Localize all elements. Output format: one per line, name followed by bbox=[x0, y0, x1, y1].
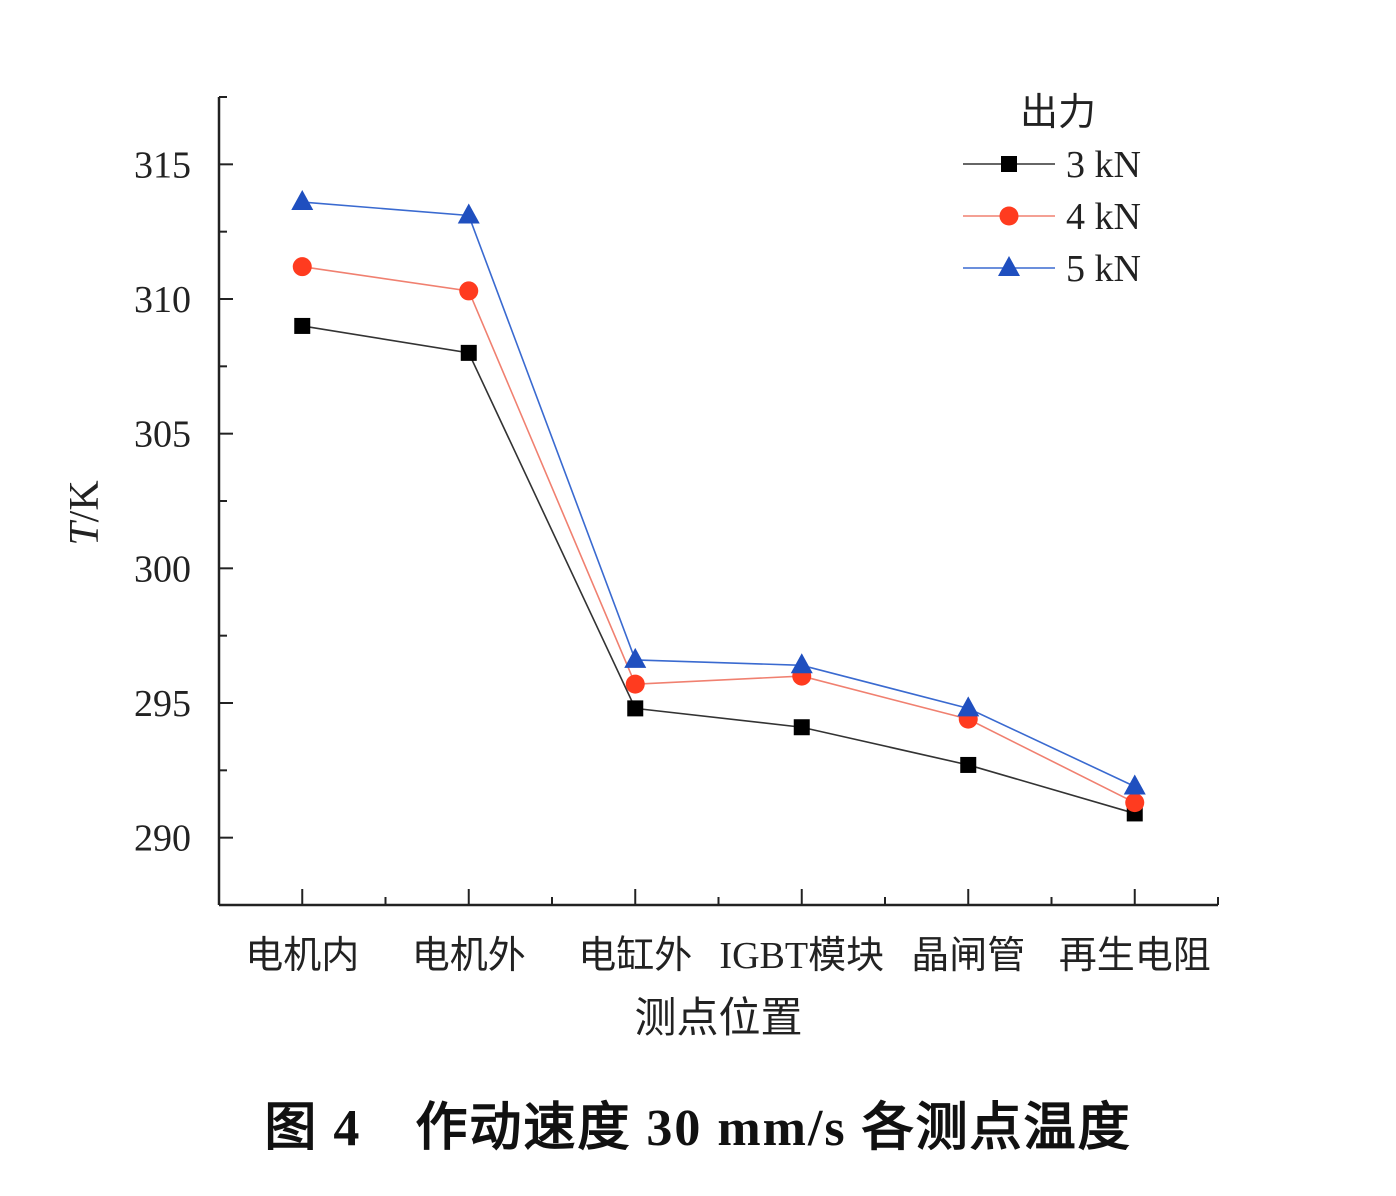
data-point bbox=[627, 700, 644, 717]
figure-caption: 图 4 作动速度 30 mm/s 各测点温度 bbox=[264, 1100, 1132, 1157]
legend-label: 4 kN bbox=[1066, 196, 1141, 238]
legend-marker bbox=[998, 256, 1020, 276]
x-axis-label: 测点位置 bbox=[634, 995, 802, 1042]
y-tick-label: 310 bbox=[134, 279, 191, 321]
data-point bbox=[459, 281, 479, 301]
series-line bbox=[302, 201, 1136, 788]
data-point bbox=[960, 756, 977, 773]
line-chart: 290 295 300 305 310 315 电机内 电机外 电缸外 IGBT模块 晶闸管 再生电阻… bbox=[62, 92, 1219, 1042]
data-point bbox=[624, 647, 647, 668]
data-point bbox=[790, 653, 813, 674]
data-point bbox=[460, 344, 477, 361]
series-line bbox=[302, 325, 1135, 815]
y-tick-label: 290 bbox=[134, 818, 191, 860]
legend-title: 出力 bbox=[1020, 92, 1096, 134]
x-tick-label: 再生电阻 bbox=[1059, 935, 1211, 977]
y-axis-label: T/K bbox=[62, 480, 108, 545]
x-tick-label: 电机内 bbox=[245, 935, 359, 977]
series-4kN bbox=[292, 257, 1145, 813]
legend-label: 3 kN bbox=[1066, 144, 1141, 186]
series-5kN bbox=[291, 190, 1146, 795]
y-tick-label: 305 bbox=[134, 414, 191, 456]
x-tick-label: 电缸外 bbox=[578, 935, 692, 977]
legend-marker bbox=[1001, 156, 1017, 172]
data-point bbox=[294, 317, 311, 334]
data-point bbox=[1125, 793, 1145, 813]
x-tick-label: 晶闸管 bbox=[911, 935, 1025, 977]
y-tick-label: 295 bbox=[134, 683, 191, 725]
y-tick-label: 315 bbox=[134, 144, 191, 186]
data-point bbox=[292, 257, 312, 277]
series-3kN bbox=[294, 317, 1143, 822]
legend: 出力 3 kN 4 kN 5 kN bbox=[963, 92, 1141, 290]
data-point bbox=[291, 190, 314, 211]
x-tick-label: 电机外 bbox=[412, 935, 526, 977]
y-tick-label: 300 bbox=[134, 548, 191, 590]
x-tick-label: IGBT模块 bbox=[719, 935, 884, 977]
series-line bbox=[302, 265, 1136, 804]
data-point bbox=[625, 674, 645, 694]
data-point bbox=[957, 696, 980, 717]
y-axis-label-symbol: T bbox=[62, 520, 108, 546]
legend-label: 5 kN bbox=[1066, 248, 1141, 290]
legend-marker bbox=[999, 206, 1019, 226]
data-point bbox=[457, 203, 480, 224]
y-axis-label-unit: /K bbox=[62, 480, 108, 522]
data-point bbox=[1123, 774, 1146, 795]
data-point bbox=[793, 719, 810, 736]
